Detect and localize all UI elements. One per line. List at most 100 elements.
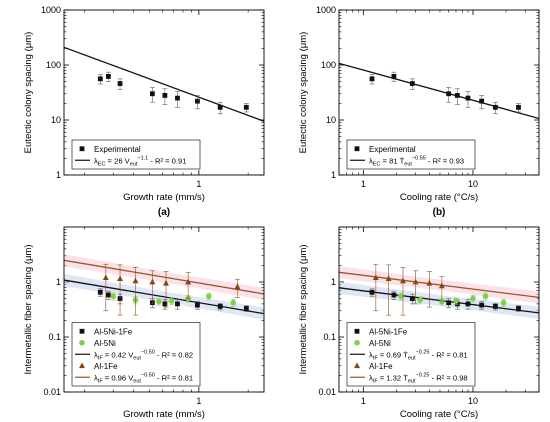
data-point [195,98,200,104]
y-tick-label: 1 [56,170,61,180]
fit-line [339,271,539,299]
x-axis-label: Cooling rate (°C/s) [400,409,478,420]
panel-label: (b) [433,207,446,218]
formula-subscript: IF [373,355,379,361]
data-point [163,279,170,286]
legend-box [346,322,476,387]
fit-line [64,259,264,295]
formula-symbol: λ [369,156,373,165]
y-axis-label: Eutectic colony spacing (μm) [23,32,34,154]
data-point [156,298,162,305]
data-point [234,283,241,290]
data-point [385,275,392,282]
data-point [391,74,397,79]
x-axis-label: Growth rate (mm/s) [123,409,205,420]
data-point [516,104,521,110]
legend-box [71,139,201,170]
plot-frame [338,226,540,393]
data-point [426,279,433,286]
data-point [243,104,249,110]
legend-label: Al-5Ni [369,339,391,348]
data-point [453,298,459,304]
data-point [149,278,156,285]
formula-symbol: λ [369,350,373,359]
data-point [492,304,498,309]
formula-subscript: eut [133,378,141,384]
data-point [412,278,419,285]
formula-exponent: −0.55 [412,155,426,161]
formula-coefficient: = 81 Ṫ [380,156,404,165]
series-experimental [97,71,249,115]
plot-frame [63,9,265,176]
formula-symbol: λ [94,373,98,382]
legend-label: Experimental [94,145,141,154]
data-point [516,306,521,311]
data-point [446,300,452,306]
formula-symbol: λ [369,373,373,382]
legend-formula: λIF = 0.42 Veut−0.50 - R² = 0.82 [94,349,193,361]
series-al-5ni-1fe [369,288,521,312]
series-al-5ni [110,292,236,307]
formula-symbol: λ [94,350,98,359]
formula-exponent: −0.50 [141,372,155,378]
x-tick-label: 10 [468,179,478,189]
y-tick-label: 1000 [316,5,336,15]
plot-area [339,62,539,120]
legend-label: Experimental [369,145,416,154]
formula-coefficient: = 0.69 Ṫ [378,350,409,359]
legend-label: Al-1Fe [94,362,118,371]
data-point [243,306,249,311]
data-point [454,301,460,307]
data-point [409,296,415,301]
formula-coefficient: = 0.42 V [103,350,135,359]
data-point [195,302,200,308]
y-tick-label: 0.01 [43,387,61,397]
formula-subscript: eut [130,161,138,167]
data-point [492,104,498,110]
data-point [369,76,375,82]
y-axis-label: Intermetallic fiber spacing (μm) [298,244,309,374]
fit-line [339,62,539,120]
data-point [230,299,236,306]
formula-subscript: eut [404,161,412,167]
formula-subscript: IF [98,378,104,384]
legend-formula: λEC = 81 Ṫeut−0.55 - R² = 0.93 [369,155,464,167]
formula-subscript: IF [98,355,104,361]
legend-marker [354,146,360,152]
y-tick-label: 10 [51,115,61,125]
data-point [217,304,223,309]
data-point [399,277,406,284]
data-point [465,301,471,307]
data-point [162,93,168,98]
chart-panel-2: 1 0.01 0.1 1 Growth rate (mm/s) Intermetallic… [23,226,265,420]
formula-coefficient: = 0.96 V [103,373,135,382]
formula-exponent: −0.25 [416,372,430,378]
legend-marker [79,328,85,334]
legend-label: Al-5Ni-1Fe [369,327,408,336]
formula-subscript: EC [373,161,381,167]
data-point [409,81,415,86]
data-point [110,293,117,300]
data-point [369,289,375,295]
x-tick-label: 10 [468,396,478,406]
data-point [132,277,139,284]
x-axis-label: Growth rate (mm/s) [123,192,205,203]
data-point [470,295,476,302]
fit-line [64,279,264,315]
formula-subscript: IF [373,378,379,384]
data-point [446,91,452,97]
formula-exponent: −0.25 [416,349,430,355]
legend-marker [79,339,85,346]
chart-panel-0: 1 1 10 100 1000 Growth rate (mm/s) Eutectic co… [23,5,265,218]
y-tick-label: 10 [326,115,336,125]
formula-exponent: −1.1 [137,155,148,161]
legend-formula: λEC = 26 Veut−1.1 - R² = 0.91 [94,155,186,167]
series-al-5ni [398,292,507,307]
legend-formula: λIF = 0.96 Veut−0.50 - R² = 0.81 [94,372,193,384]
data-point [105,292,111,298]
legend-formula: λIF = 1.32 Ṫeut−0.25 - R² = 0.98 [369,372,468,384]
legend-label: Al-1Fe [369,362,393,371]
formula-subscript: eut [408,378,416,384]
